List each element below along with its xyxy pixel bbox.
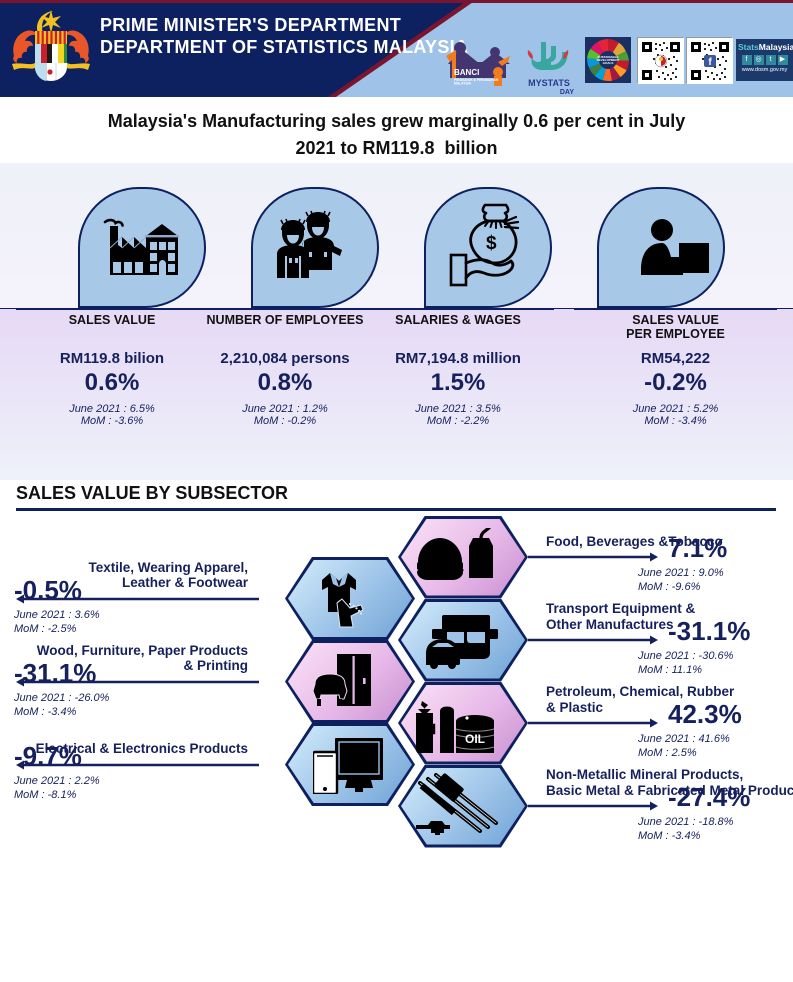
svg-text:OIL: OIL	[465, 732, 485, 746]
